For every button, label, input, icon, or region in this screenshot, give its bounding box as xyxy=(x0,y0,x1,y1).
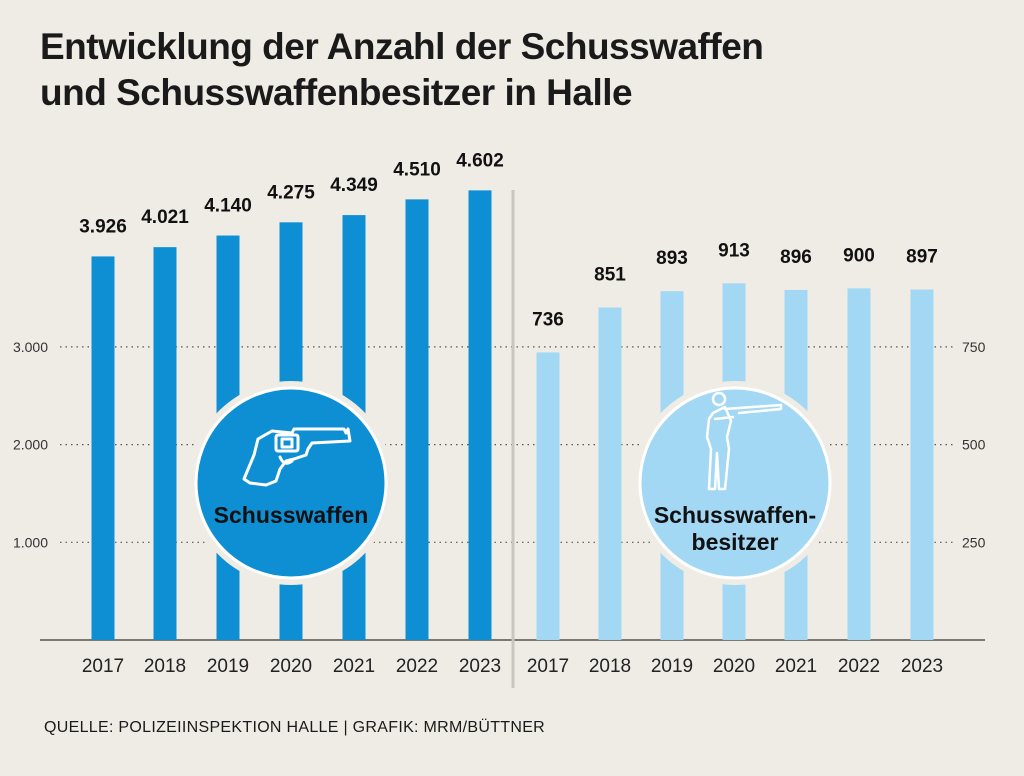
owners-year-label: 2018 xyxy=(589,656,631,677)
owners-badge-label-line-2: besitzer xyxy=(692,529,779,555)
revolver-icon xyxy=(242,427,352,487)
owners-value-label: 893 xyxy=(656,248,688,269)
weapons-year-label: 2020 xyxy=(270,656,312,677)
owners-value-label: 897 xyxy=(906,247,938,268)
owners-value-label: 851 xyxy=(594,265,626,286)
owners-badge-circle xyxy=(638,386,832,580)
owners-badge-label: Schusswaffen-besitzer xyxy=(654,502,816,555)
owners-badge-label-line-1: Schusswaffen- xyxy=(654,502,816,528)
weapons-value-label: 4.275 xyxy=(267,182,315,203)
chart-title: Entwicklung der Anzahl der Schusswaffen … xyxy=(40,24,980,116)
weapons-value-label: 4.349 xyxy=(330,175,378,196)
chart-title-line-2: und Schusswaffenbesitzer in Halle xyxy=(40,72,633,113)
weapons-year-label: 2022 xyxy=(396,656,438,677)
source-credit: QUELLE: POLIZEIINSPEKTION HALLE | GRAFIK… xyxy=(44,719,546,736)
owners-bar-2022 xyxy=(847,288,871,640)
weapons-bar-2023 xyxy=(468,190,492,641)
weapons-value-label: 4.140 xyxy=(204,196,252,217)
left-axis-tick-label: 2.000 xyxy=(13,437,48,453)
owners-bar-2017 xyxy=(536,352,560,640)
weapons-value-label: 4.510 xyxy=(393,159,441,180)
weapons-year-label: 2023 xyxy=(459,656,501,677)
weapons-bar-2022 xyxy=(405,199,429,641)
right-axis-tick-label: 250 xyxy=(962,534,986,550)
owners-year-label: 2023 xyxy=(901,656,943,677)
weapons-badge: Schusswaffen xyxy=(189,381,393,585)
owners-value-label: 896 xyxy=(780,247,812,268)
weapons-bar-2017 xyxy=(91,256,115,640)
owners-year-label: 2021 xyxy=(775,656,817,677)
weapons-value-label: 3.926 xyxy=(79,216,127,237)
owners-year-label: 2019 xyxy=(651,656,693,677)
owners-value-label: 913 xyxy=(718,240,750,261)
owners-value-label: 736 xyxy=(532,309,564,330)
weapons-year-label: 2017 xyxy=(82,656,124,677)
owners-year-label: 2022 xyxy=(838,656,880,677)
owners-value-label: 900 xyxy=(843,245,875,266)
weapons-value-label: 4.602 xyxy=(456,150,504,171)
chart-title-line-1: Entwicklung der Anzahl der Schusswaffen xyxy=(40,26,764,67)
owners-bar-2018 xyxy=(598,307,622,640)
right-axis-tick-label: 500 xyxy=(962,437,986,453)
owners-year-label: 2017 xyxy=(527,656,569,677)
left-axis-tick-label: 1.000 xyxy=(13,534,48,550)
weapons-badge-label: Schusswaffen xyxy=(214,502,369,528)
weapons-badge-circle xyxy=(194,386,388,580)
weapons-value-label: 4.021 xyxy=(141,207,189,228)
weapons-year-label: 2018 xyxy=(144,656,186,677)
weapons-year-label: 2019 xyxy=(207,656,249,677)
weapons-bar-2018 xyxy=(153,247,177,640)
owners-bar-2023 xyxy=(910,289,934,640)
weapons-year-label: 2021 xyxy=(333,656,375,677)
owners-year-label: 2020 xyxy=(713,656,755,677)
left-axis-tick-label: 3.000 xyxy=(13,339,48,355)
owners-badge: Schusswaffen-besitzer xyxy=(633,381,837,585)
right-axis-tick-label: 750 xyxy=(962,339,986,355)
rifleman-icon xyxy=(705,391,783,491)
